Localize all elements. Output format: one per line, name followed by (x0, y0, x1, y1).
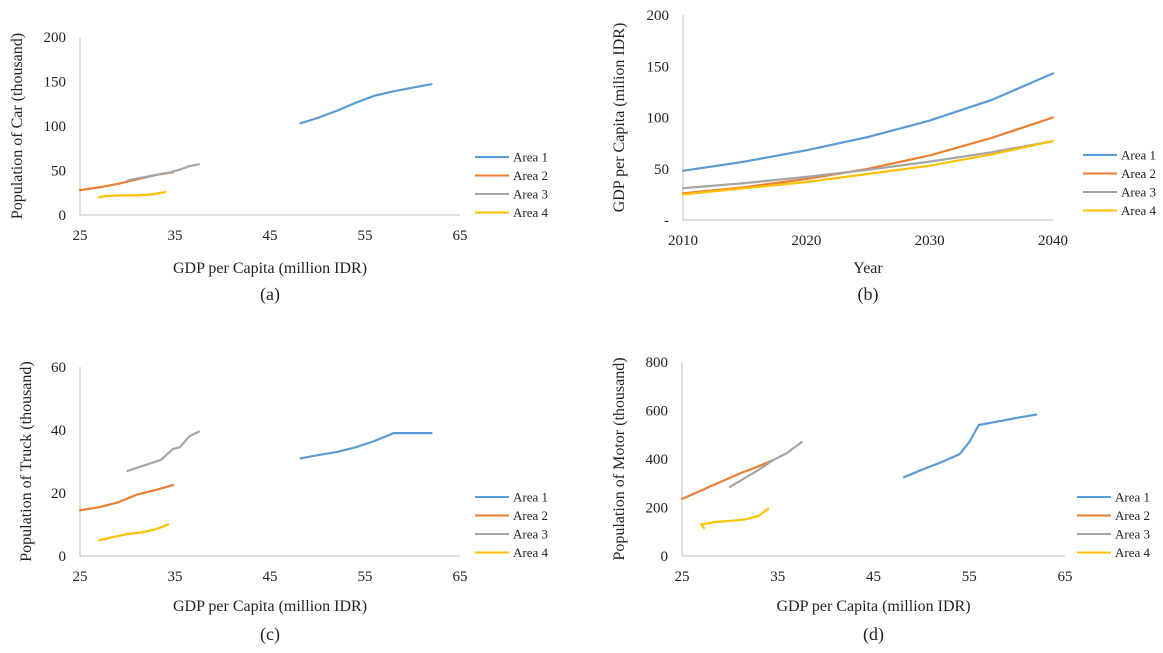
panel-label: (a) (260, 284, 280, 305)
y-tick-label: 0 (59, 549, 67, 565)
x-tick-label: 35 (770, 569, 785, 585)
legend-label-area-2: Area 2 (513, 168, 548, 183)
panel-label: (b) (858, 284, 879, 305)
chart-panel-1: 25 35 45 55 65 0 50 100 150 200 Area 1 Area 2 Area 3… (9, 30, 549, 305)
y-tick-label: 50 (51, 164, 66, 180)
y-tick-label: 40 (51, 423, 66, 439)
series-line-area-1 (299, 83, 433, 125)
y-tick-label: 100 (647, 111, 670, 127)
x-tick-label: 45 (263, 228, 278, 244)
x-tick-label: 35 (168, 569, 183, 585)
legend-label-area-2: Area 2 (513, 508, 548, 523)
x-tick-label: 2030 (915, 233, 945, 249)
x-tick-label: 25 (675, 569, 690, 585)
y-tick-label: 200 (646, 501, 669, 517)
y-tick-label: - (664, 213, 669, 229)
legend: Area 1 Area 2 Area 3 Area 4 (1077, 490, 1151, 560)
y-axis-title: Population of Truck (thousand) (18, 361, 35, 561)
y-axis-title: Population of Car (thousand) (9, 33, 26, 219)
legend-label-area-4: Area 4 (1115, 545, 1151, 560)
x-axis-title: GDP per Capita (million IDR) (173, 598, 367, 615)
x-tick-label: 25 (73, 569, 88, 585)
legend: Area 1 Area 2 Area 3 Area 4 (475, 490, 549, 560)
x-tick-label: 2040 (1038, 233, 1068, 249)
x-tick-label: 55 (962, 569, 977, 585)
series-line-area-3 (126, 163, 200, 182)
x-tick-label: 35 (168, 228, 183, 244)
legend: Area 1 Area 2 Area 3 Area 4 (1083, 148, 1157, 218)
legend-label-area-4: Area 4 (513, 545, 549, 560)
x-tick-label: 65 (1058, 569, 1073, 585)
y-tick-label: 100 (44, 119, 67, 135)
legend-label-area-1: Area 1 (513, 150, 548, 165)
legend-label-area-1: Area 1 (513, 490, 548, 505)
y-tick-label: 200 (647, 8, 670, 24)
x-tick-label: 65 (453, 569, 468, 585)
series-line-area-4 (700, 507, 770, 530)
x-tick-label: 2020 (791, 233, 821, 249)
series-line-area-1 (681, 72, 1055, 172)
series-line-area-4 (97, 523, 170, 542)
legend-label-area-3: Area 3 (1115, 527, 1150, 542)
y-tick-label: 600 (646, 404, 669, 420)
x-axis-title: Year (853, 260, 883, 277)
series-line-area-2 (78, 484, 175, 512)
series-line-area-3 (728, 440, 803, 488)
x-tick-label: 55 (358, 228, 373, 244)
legend-label-area-3: Area 3 (513, 187, 548, 202)
legend-label-area-4: Area 4 (513, 205, 549, 220)
legend-label-area-4: Area 4 (1121, 203, 1157, 218)
x-axis-title: GDP per Capita (million IDR) (173, 260, 367, 277)
panel-label: (d) (863, 624, 884, 645)
y-axis-title: GDP per Capita (milion IDR) (611, 23, 628, 213)
series-line-area-3 (126, 430, 200, 472)
x-tick-label: 45 (263, 569, 278, 585)
series-line-area-1 (299, 432, 433, 460)
series-line-area-1 (903, 413, 1038, 479)
series-line-area-3 (681, 140, 1055, 190)
panel-label: (c) (260, 624, 280, 645)
y-tick-label: 0 (59, 208, 67, 224)
x-tick-label: 2010 (668, 233, 698, 249)
y-tick-label: 400 (646, 452, 669, 468)
series-line-area-2 (681, 116, 1055, 195)
chart-panel-2: 2010 2020 2030 2040 - 50 100 150 200 Area 1 Area 2… (611, 8, 1157, 305)
legend-label-area-1: Area 1 (1121, 148, 1156, 163)
x-tick-label: 55 (358, 569, 373, 585)
legend-label-area-3: Area 3 (1121, 185, 1156, 200)
series-line-area-2 (680, 459, 775, 501)
series-line-area-4 (97, 190, 167, 199)
legend-label-area-3: Area 3 (513, 527, 548, 542)
y-axis-title: Population of Motor (thousand) (611, 357, 628, 560)
y-tick-label: 50 (654, 162, 669, 178)
legend-label-area-2: Area 2 (1115, 508, 1150, 523)
y-tick-label: 800 (646, 355, 669, 371)
legend-label-area-2: Area 2 (1121, 166, 1156, 181)
x-tick-label: 65 (453, 228, 468, 244)
x-tick-label: 45 (866, 569, 881, 585)
y-tick-label: 150 (44, 75, 67, 91)
series-line-area-4 (681, 140, 1055, 196)
y-tick-label: 200 (44, 30, 67, 46)
x-tick-label: 25 (73, 228, 88, 244)
x-axis-title: GDP per Capita (million IDR) (776, 598, 970, 615)
y-tick-label: 0 (661, 549, 669, 565)
y-tick-label: 20 (51, 486, 66, 502)
legend: Area 1 Area 2 Area 3 Area 4 (475, 150, 549, 220)
y-tick-label: 150 (647, 59, 670, 75)
legend-label-area-1: Area 1 (1115, 490, 1150, 505)
y-tick-label: 60 (51, 360, 66, 376)
